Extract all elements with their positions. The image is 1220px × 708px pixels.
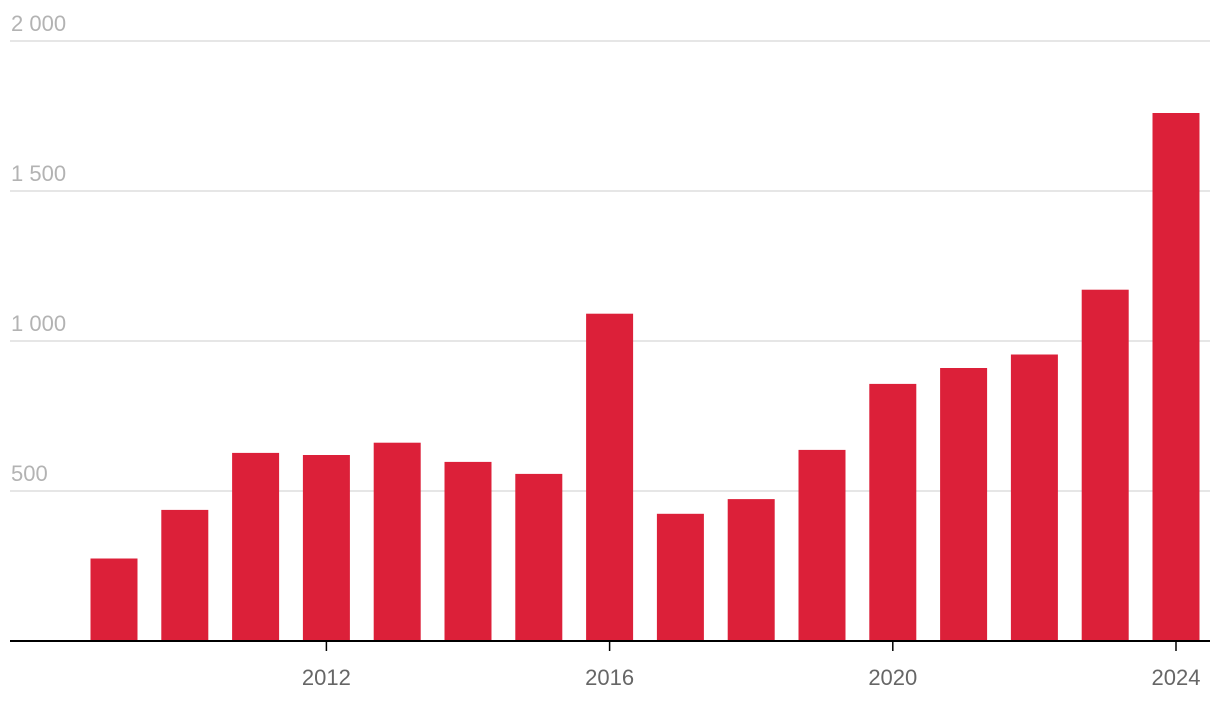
- bar-2009: [90, 558, 138, 641]
- bar-2010: [161, 509, 209, 641]
- x-tick-label-2024: 2024: [1152, 665, 1201, 690]
- x-tick-label-2020: 2020: [868, 665, 917, 690]
- bar-2015: [515, 473, 563, 641]
- y-tick-label-2000: 2 000: [11, 11, 66, 36]
- x-tick-label-2012: 2012: [302, 665, 351, 690]
- y-tick-label-1500: 1 500: [11, 161, 66, 186]
- x-tick-label-2016: 2016: [585, 665, 634, 690]
- bar-2016: [586, 313, 634, 641]
- bar-2020: [869, 383, 917, 641]
- bar-2019: [798, 449, 846, 641]
- bar-2013: [373, 442, 421, 641]
- x-tick-labels: 2012 2016 2020 2024: [302, 665, 1201, 690]
- bar-2022: [1010, 354, 1058, 641]
- bar-2024: [1152, 113, 1200, 641]
- bar-2014: [444, 461, 492, 641]
- bar-2021: [940, 368, 988, 641]
- bar-2011: [232, 452, 280, 641]
- bar-2017: [656, 513, 704, 641]
- bar-2012: [302, 455, 350, 641]
- y-tick-label-500: 500: [11, 461, 48, 486]
- bar-2018: [727, 499, 775, 641]
- bars: [90, 113, 1200, 641]
- y-tick-label-1000: 1 000: [11, 311, 66, 336]
- x-axis: [10, 640, 1210, 651]
- bar-2023: [1081, 289, 1129, 641]
- y-tick-labels: 500 1 000 1 500 2 000: [11, 11, 66, 486]
